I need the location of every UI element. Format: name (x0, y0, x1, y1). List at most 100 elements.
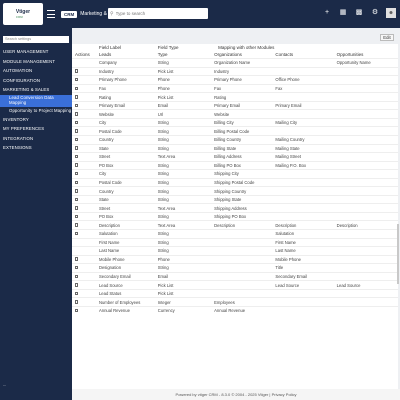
search-input[interactable] (115, 11, 206, 16)
scrollbar[interactable] (397, 224, 399, 284)
sidebar-item[interactable]: CONFIGURATION (3, 77, 41, 83)
sidebar-item[interactable]: AUTOMATION (3, 68, 33, 73)
settings-search-input[interactable]: Search settings (3, 36, 69, 43)
table-row: Lead Status Pick List (72, 288, 398, 298)
global-search[interactable]: ⚲ (108, 8, 208, 19)
table-row: Country String Shipping Country (72, 186, 398, 196)
cell-type: String (157, 126, 215, 136)
cell-lead: Primary Email (98, 100, 158, 110)
col-type: Type (157, 52, 168, 58)
cell-org: Rating (214, 92, 276, 102)
trash-icon[interactable] (75, 300, 78, 304)
cell-org: Billing Address (214, 152, 276, 162)
trash-icon[interactable] (75, 274, 78, 279)
sidebar-item[interactable]: USER MANAGEMENT (3, 49, 49, 54)
add-icon[interactable]: + (324, 9, 330, 16)
cell-contact: First Name (275, 237, 337, 247)
cell-lead: Country (98, 186, 158, 196)
cell-lead: Primary Phone (98, 75, 158, 85)
mapping-panel: Field Label Field Type Mapping with othe… (72, 44, 399, 390)
cell-type: String (157, 246, 215, 256)
trash-icon[interactable] (75, 283, 78, 287)
cell-lead: Annual Revenue (98, 305, 158, 315)
trash-icon[interactable] (75, 231, 78, 236)
chart-icon[interactable]: ▩ (355, 9, 363, 16)
trash-icon[interactable] (75, 197, 78, 202)
footer: Powered by vtiger CRM - 8.3.0 © 2004 - 2… (72, 389, 400, 400)
cell-contact (275, 109, 337, 119)
trash-icon[interactable] (75, 308, 78, 313)
sidebar-item[interactable]: Opportunity to Project Mapping (9, 107, 72, 113)
trash-icon[interactable] (75, 214, 78, 219)
trash-icon[interactable] (75, 129, 78, 133)
sidebar-item[interactable]: Lead Conversion Data Mapping (0, 94, 72, 108)
table-row: First Name String First Name (72, 237, 398, 247)
sidebar-item[interactable]: INVENTORY (3, 116, 29, 122)
settings-icon[interactable]: ⚙ (371, 9, 379, 16)
menu-icon[interactable] (47, 10, 55, 18)
cell-lead: Secondary Email (98, 271, 158, 281)
cell-org (214, 254, 276, 264)
actions-cell (72, 203, 99, 213)
edit-button[interactable]: Edit (380, 34, 394, 41)
app-logo[interactable]: Vtiger CRM (3, 3, 43, 25)
trash-icon[interactable] (75, 265, 78, 270)
cell-opp (336, 143, 398, 153)
app-tag[interactable]: CRM (61, 10, 78, 18)
cell-lead: Postal Code (98, 126, 158, 136)
trash-icon[interactable] (75, 112, 78, 116)
table-row: Secondary Email Email Secondary Email (72, 271, 398, 281)
cell-org (214, 263, 276, 273)
col-opportunities: Opportunities (336, 52, 364, 58)
sidebar-item[interactable]: EXTENSIONS (3, 145, 32, 151)
cell-type: Phone (157, 75, 215, 85)
table-row: Designation String Title (72, 263, 398, 273)
trash-icon[interactable] (75, 154, 78, 159)
trash-icon[interactable] (75, 137, 78, 142)
cell-lead: City (98, 117, 158, 127)
user-avatar[interactable]: ☻ (386, 8, 396, 18)
field-label-header: Field Label (98, 45, 121, 51)
trash-icon[interactable] (75, 69, 78, 73)
cell-opp (336, 237, 398, 247)
trash-icon[interactable] (75, 163, 78, 167)
mapping-table: Field Label Field Type Mapping with othe… (72, 44, 398, 315)
trash-icon[interactable] (75, 223, 78, 227)
cell-opp (336, 186, 398, 196)
cell-org (214, 271, 276, 281)
trash-icon[interactable] (75, 146, 78, 150)
trash-icon[interactable] (75, 103, 78, 108)
cell-lead: PO Box (98, 211, 158, 221)
cell-type: Pick List (157, 280, 215, 290)
trash-icon[interactable] (75, 189, 78, 193)
cell-lead: Fax (98, 83, 158, 93)
sidebar-item[interactable]: INTEGRATION (3, 135, 34, 141)
sidebar-item[interactable]: MY PREFERENCES (3, 126, 45, 132)
table-row: Number of Employees Integer Employees (72, 297, 398, 307)
trash-icon[interactable] (75, 257, 78, 261)
sidebar-item[interactable]: MODULE MANAGEMENT (3, 58, 56, 64)
table-row: Annual Revenue Currency Annual Revenue (72, 305, 398, 315)
actions-cell (72, 271, 99, 281)
actions-cell (72, 237, 99, 247)
calendar-icon[interactable]: ▦ (339, 9, 347, 16)
cell-org: Billing City (214, 117, 276, 127)
cell-contact (275, 203, 337, 213)
table-row: State String Shipping State (72, 194, 398, 204)
cell-contact: Salutation (275, 229, 337, 239)
sidebar-item[interactable]: MARKETING & SALES (3, 87, 50, 92)
trash-icon[interactable] (75, 180, 78, 185)
cell-opp (336, 135, 398, 145)
trash-icon[interactable] (75, 171, 78, 176)
trash-icon[interactable] (75, 120, 78, 125)
table-row: Postal Code String Billing Postal Code (72, 126, 398, 136)
cell-opp (336, 169, 398, 179)
trash-icon[interactable] (75, 95, 78, 99)
trash-icon[interactable] (75, 86, 78, 90)
field-type-header: Field Type (157, 45, 179, 51)
cell-contact: Mailing City (275, 117, 337, 127)
trash-icon[interactable] (75, 77, 78, 82)
trash-icon[interactable] (75, 291, 78, 296)
trash-icon[interactable] (75, 206, 78, 210)
cell-org: Primary Email (214, 100, 276, 110)
